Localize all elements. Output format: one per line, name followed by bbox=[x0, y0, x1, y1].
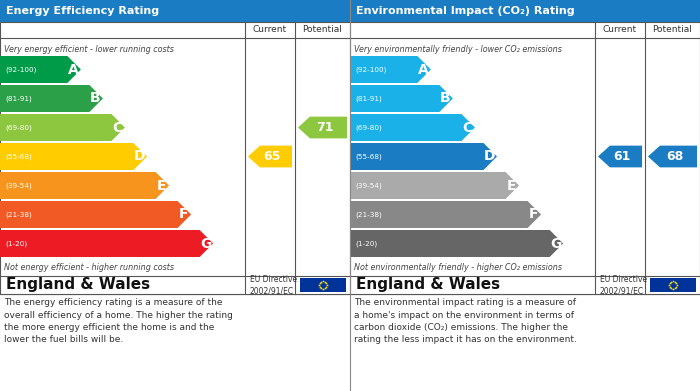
Polygon shape bbox=[350, 143, 497, 170]
Text: A: A bbox=[418, 63, 429, 77]
Polygon shape bbox=[298, 117, 347, 138]
Polygon shape bbox=[350, 230, 563, 257]
Text: E: E bbox=[507, 179, 517, 192]
Polygon shape bbox=[0, 201, 191, 228]
Text: (55-68): (55-68) bbox=[355, 153, 382, 160]
Text: Potential: Potential bbox=[652, 25, 692, 34]
Polygon shape bbox=[350, 201, 541, 228]
Text: Energy Efficiency Rating: Energy Efficiency Rating bbox=[6, 6, 159, 16]
Text: C: C bbox=[463, 120, 473, 135]
Text: England & Wales: England & Wales bbox=[356, 278, 500, 292]
Bar bbox=[650, 278, 696, 292]
Polygon shape bbox=[248, 145, 292, 167]
Polygon shape bbox=[0, 143, 147, 170]
Text: Current: Current bbox=[603, 25, 637, 34]
Text: (81-91): (81-91) bbox=[355, 95, 382, 102]
Text: B: B bbox=[440, 91, 451, 106]
Text: (81-91): (81-91) bbox=[5, 95, 32, 102]
Text: G: G bbox=[200, 237, 211, 251]
Polygon shape bbox=[648, 145, 697, 167]
Text: G: G bbox=[550, 237, 561, 251]
Text: D: D bbox=[484, 149, 496, 163]
Text: (1-20): (1-20) bbox=[5, 240, 27, 247]
Text: (39-54): (39-54) bbox=[355, 182, 382, 189]
Text: (69-80): (69-80) bbox=[355, 124, 382, 131]
Bar bbox=[300, 278, 346, 292]
Text: 65: 65 bbox=[264, 150, 281, 163]
Bar bbox=[0, 0, 350, 22]
Polygon shape bbox=[350, 114, 475, 141]
Text: Environmental Impact (CO₂) Rating: Environmental Impact (CO₂) Rating bbox=[356, 6, 575, 16]
Text: Not environmentally friendly - higher CO₂ emissions: Not environmentally friendly - higher CO… bbox=[354, 264, 562, 273]
Text: (39-54): (39-54) bbox=[5, 182, 32, 189]
Text: (21-38): (21-38) bbox=[5, 211, 32, 218]
Text: (55-68): (55-68) bbox=[5, 153, 32, 160]
Text: 61: 61 bbox=[614, 150, 631, 163]
Polygon shape bbox=[0, 230, 213, 257]
Text: F: F bbox=[529, 208, 538, 221]
Text: (69-80): (69-80) bbox=[5, 124, 32, 131]
Polygon shape bbox=[0, 56, 81, 83]
Text: E: E bbox=[157, 179, 167, 192]
Text: The energy efficiency rating is a measure of the
overall efficiency of a home. T: The energy efficiency rating is a measur… bbox=[4, 298, 233, 344]
Bar bbox=[0, 276, 350, 294]
Polygon shape bbox=[598, 145, 642, 167]
Text: England & Wales: England & Wales bbox=[6, 278, 150, 292]
Text: Current: Current bbox=[253, 25, 287, 34]
Text: A: A bbox=[68, 63, 79, 77]
Text: C: C bbox=[113, 120, 122, 135]
Polygon shape bbox=[0, 85, 103, 112]
Polygon shape bbox=[350, 56, 431, 83]
Text: Very environmentally friendly - lower CO₂ emissions: Very environmentally friendly - lower CO… bbox=[354, 45, 562, 54]
Text: EU Directive
2002/91/EC: EU Directive 2002/91/EC bbox=[250, 275, 297, 295]
Text: Not energy efficient - higher running costs: Not energy efficient - higher running co… bbox=[4, 264, 174, 273]
Polygon shape bbox=[0, 114, 125, 141]
Text: EU Directive
2002/91/EC: EU Directive 2002/91/EC bbox=[600, 275, 647, 295]
Bar bbox=[350, 0, 700, 22]
Bar bbox=[0, 22, 350, 294]
Text: B: B bbox=[90, 91, 101, 106]
Text: The environmental impact rating is a measure of
a home's impact on the environme: The environmental impact rating is a mea… bbox=[354, 298, 577, 344]
Text: D: D bbox=[134, 149, 146, 163]
Text: 71: 71 bbox=[316, 121, 334, 134]
Text: (21-38): (21-38) bbox=[355, 211, 382, 218]
Text: F: F bbox=[179, 208, 188, 221]
Text: 68: 68 bbox=[666, 150, 683, 163]
Text: (92-100): (92-100) bbox=[355, 66, 386, 73]
Bar bbox=[350, 22, 700, 294]
Polygon shape bbox=[350, 172, 519, 199]
Text: (1-20): (1-20) bbox=[355, 240, 377, 247]
Text: Potential: Potential bbox=[302, 25, 342, 34]
Bar bbox=[350, 276, 700, 294]
Polygon shape bbox=[0, 172, 169, 199]
Text: (92-100): (92-100) bbox=[5, 66, 36, 73]
Text: Very energy efficient - lower running costs: Very energy efficient - lower running co… bbox=[4, 45, 174, 54]
Polygon shape bbox=[350, 85, 453, 112]
